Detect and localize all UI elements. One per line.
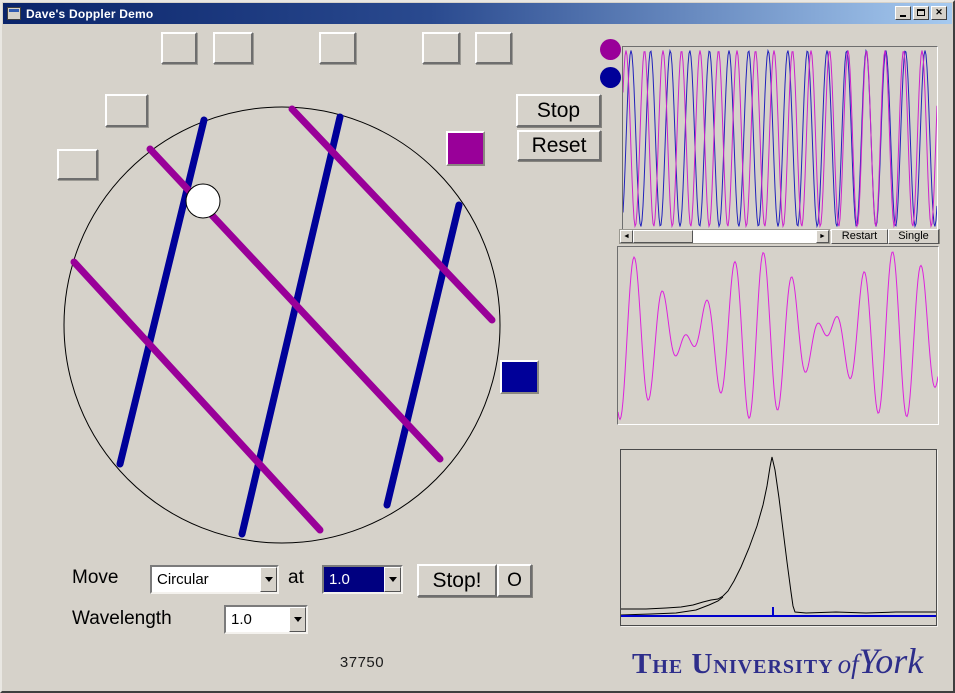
chevron-down-icon <box>293 617 302 622</box>
move-label: Move <box>72 567 119 588</box>
move-select-dropdown-button[interactable] <box>260 567 277 592</box>
blank-button-2[interactable] <box>213 32 253 64</box>
tick-counter: 37750 <box>339 654 385 671</box>
move-select-value: Circular <box>157 571 209 588</box>
navy-swatch <box>500 360 539 394</box>
university-of-york-logo: The University ofYork <box>632 640 923 682</box>
wavelength-select[interactable]: 1.0 <box>224 605 308 634</box>
blank-button-5[interactable] <box>475 32 512 64</box>
wavelength-select-dropdown-button[interactable] <box>289 607 306 632</box>
speed-select-value: 1.0 <box>324 567 384 592</box>
scope1-waves <box>623 48 937 229</box>
time-scrollbar[interactable]: ◄ ► <box>619 229 830 244</box>
app-icon <box>7 7 21 20</box>
titlebar[interactable]: Dave's Doppler Demo ✕ <box>3 3 952 24</box>
scope-panel-2 <box>617 246 939 425</box>
window-title: Dave's Doppler Demo <box>26 6 154 21</box>
spectrum-plot <box>621 456 936 617</box>
wavelength-select-value: 1.0 <box>231 611 252 628</box>
reset-button[interactable]: Reset <box>517 130 601 161</box>
stop-button[interactable]: Stop <box>516 94 601 127</box>
scroll-thumb[interactable] <box>633 230 693 243</box>
blank-button-6[interactable] <box>105 94 148 127</box>
stop2-button[interactable]: Stop! <box>417 564 497 597</box>
navy-dot-legend <box>600 67 621 88</box>
logo-york-text: York <box>858 641 924 681</box>
move-select[interactable]: Circular <box>150 565 279 594</box>
blank-button-7[interactable] <box>57 149 98 180</box>
scope2-waves <box>618 251 938 421</box>
speed-select-dropdown-button[interactable] <box>384 567 401 592</box>
minimize-button[interactable] <box>895 6 911 20</box>
scroll-left-arrow-icon[interactable]: ◄ <box>620 230 633 243</box>
purple-swatch <box>446 131 485 166</box>
scroll-right-arrow-icon[interactable]: ► <box>816 230 829 243</box>
single-button[interactable]: Single <box>888 229 939 244</box>
spectrum-panel <box>620 449 937 626</box>
chevron-down-icon <box>388 577 397 582</box>
blank-button-4[interactable] <box>422 32 460 64</box>
close-button[interactable]: ✕ <box>931 6 947 20</box>
blank-button-1[interactable] <box>161 32 197 64</box>
blank-button-3[interactable] <box>319 32 356 64</box>
speed-select[interactable]: 1.0 <box>322 565 403 594</box>
maximize-button[interactable] <box>913 6 929 20</box>
logo-university-text: The University <box>632 648 834 680</box>
chevron-down-icon <box>264 577 273 582</box>
o-button[interactable]: O <box>497 564 532 597</box>
wavelength-label: Wavelength <box>72 608 172 629</box>
scroll-track[interactable] <box>693 230 816 243</box>
scope-panel-1 <box>622 46 938 231</box>
restart-button[interactable]: Restart <box>831 229 888 244</box>
simulation-canvas <box>63 105 501 544</box>
logo-of-text: of <box>837 649 859 679</box>
purple-dot-legend <box>600 39 621 60</box>
at-label: at <box>288 567 304 588</box>
simulation-area[interactable] <box>42 87 522 557</box>
